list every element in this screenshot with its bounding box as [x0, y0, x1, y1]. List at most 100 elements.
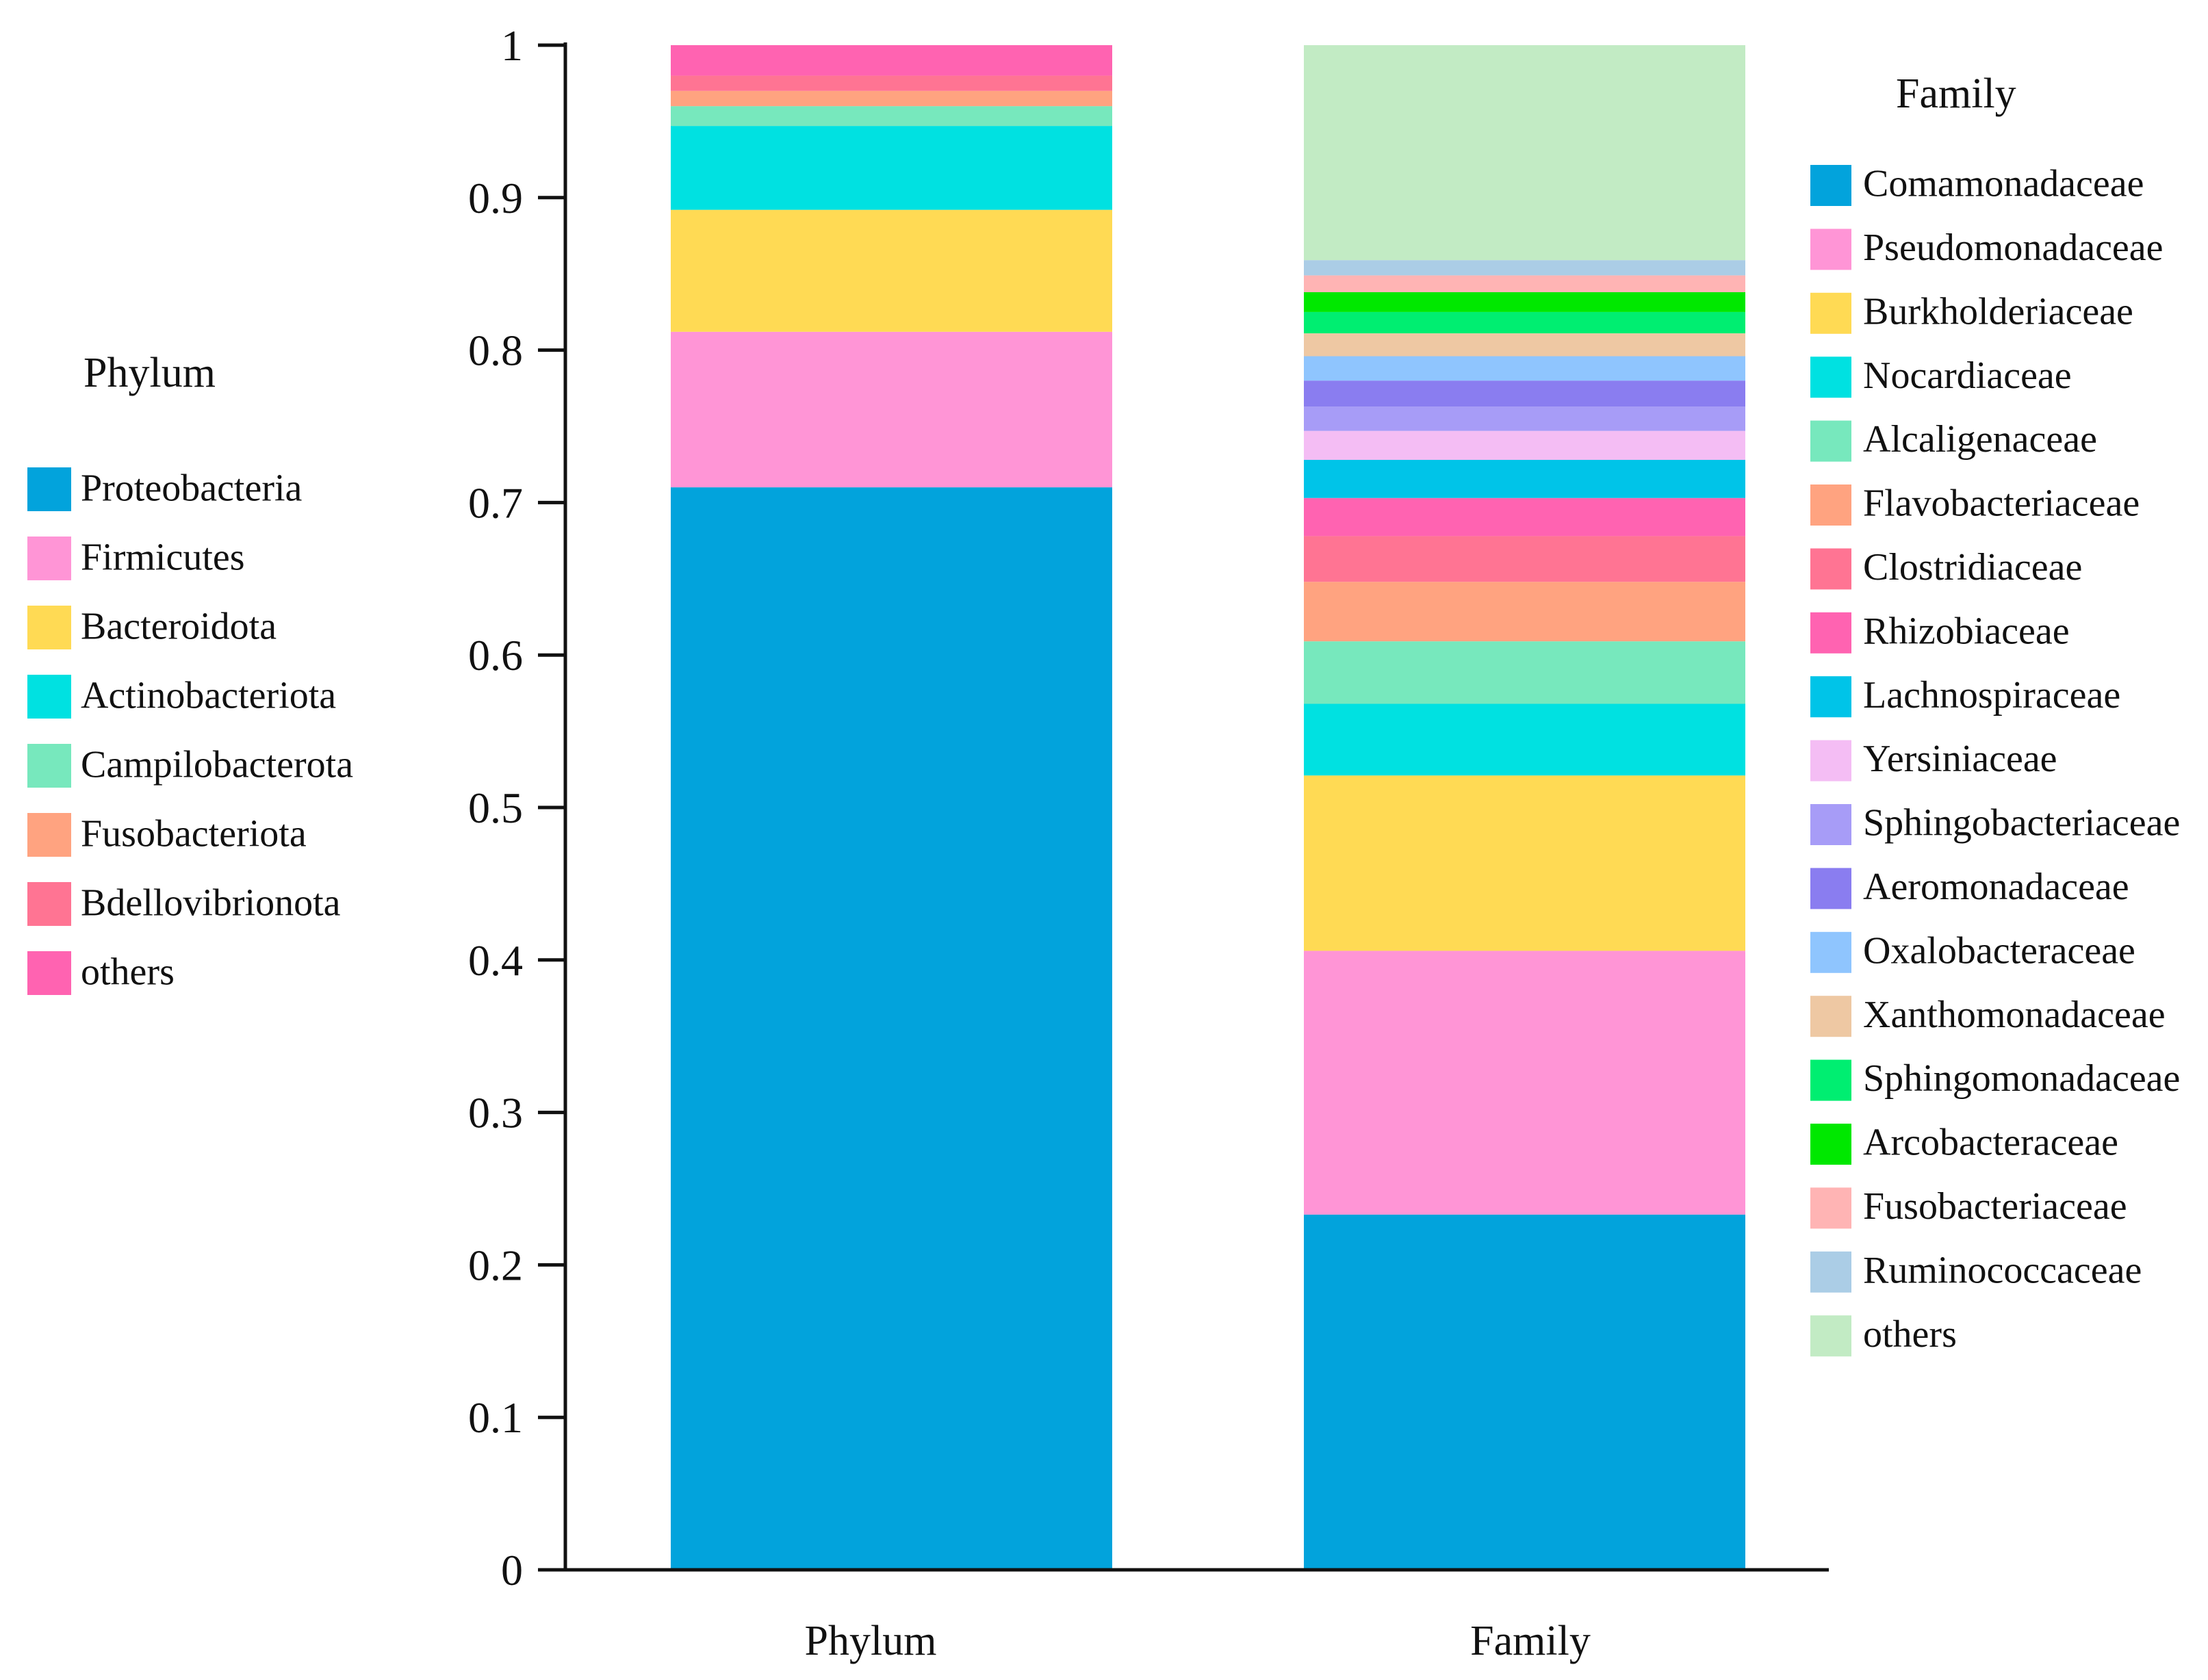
legend-swatch-campilobacterota	[27, 744, 71, 788]
legend-swatch-burkholderiaceae	[1810, 292, 1851, 334]
legend-swatch-pseudomonadaceae	[1810, 229, 1851, 270]
legend-swatch-oxalobacteraceae	[1810, 931, 1851, 973]
legend-swatch-alcaligenaceae	[1810, 420, 1851, 462]
legend-swatch-yersiniaceae	[1810, 740, 1851, 781]
bar-segment-family-arcobacteraceae	[1304, 292, 1745, 312]
legend-swatch-sphingomonadaceae	[1810, 1059, 1851, 1101]
legend-swatch-others	[27, 951, 71, 995]
bar-segment-family-xanthomonadaceae	[1304, 333, 1745, 357]
legend-swatch-sphingobacteriaceae	[1810, 804, 1851, 845]
y-tick-label: 0.8	[468, 326, 523, 375]
bar-segment-phylum-actinobacteriota	[671, 126, 1112, 210]
bar-segment-family-sphingomonadaceae	[1304, 311, 1745, 334]
bar-segment-family-pseudomonadaceae	[1304, 951, 1745, 1215]
y-tick-label: 0.7	[468, 478, 523, 527]
bar-segment-family-ruminococcaceae	[1304, 260, 1745, 276]
legend-title-phylum: Phylum	[84, 350, 216, 396]
legend-swatch-arcobacteraceae	[1810, 1124, 1851, 1165]
legend-swatch-lachnospiraceae	[1810, 676, 1851, 718]
legend-swatch-firmicutes	[27, 537, 71, 580]
bar-segment-family-fusobacteriaceae	[1304, 275, 1745, 292]
legend-label-comamonadaceae: Comamonadaceae	[1863, 163, 2144, 205]
legend-label-actinobacteriota: Actinobacteriota	[81, 675, 336, 717]
bar-segment-phylum-bdellovibrionota	[671, 75, 1112, 91]
y-tick-label: 1	[501, 21, 523, 70]
legend-swatch-bdellovibrionota	[27, 882, 71, 926]
legend-label-aeromonadaceae: Aeromonadaceae	[1863, 866, 2129, 908]
legend-phylum: Phylum Proteobacteria Firmicutes Bacteroido…	[27, 350, 353, 995]
legend-label-pseudomonadaceae: Pseudomonadaceae	[1863, 227, 2163, 269]
y-tick-label: 0.1	[468, 1393, 523, 1442]
y-tick-label: 0.3	[468, 1089, 523, 1137]
legend-label-bacteroidota: Bacteroidota	[81, 606, 277, 648]
bar-segment-family-sphingobacteriaceae	[1304, 406, 1745, 431]
legend-swatch-actinobacteriota	[27, 675, 71, 719]
y-tick-label: 0.6	[468, 631, 523, 680]
legend-label-clostridiaceae: Clostridiaceae	[1863, 546, 2082, 589]
legend-label-burkholderiaceae: Burkholderiaceae	[1863, 290, 2133, 333]
bar-segment-phylum-bacteroidota	[671, 209, 1112, 332]
legend-label-yersiniaceae: Yersiniaceae	[1863, 738, 2057, 780]
legend-label-lachnospiraceae: Lachnospiraceae	[1863, 674, 2120, 716]
x-category-label-family: Family	[1470, 1618, 1591, 1664]
y-axis-ticks: 0 0.1 0.2 0.3 0.4 0.5 0.6 0.7 0.8 0.9 1	[468, 21, 565, 1594]
legend-swatch-flavobacteriaceae	[1810, 484, 1851, 526]
legend-label-fusobacteriota: Fusobacteriota	[81, 813, 307, 855]
legend-label-firmicutes: Firmicutes	[81, 537, 245, 579]
legend-swatch-fusobacteriota	[27, 813, 71, 857]
legend-swatch-fusobacteriaceae	[1810, 1187, 1851, 1229]
legend-swatch-proteobacteria	[27, 467, 71, 511]
legend-label-campilobacterota: Campilobacterota	[81, 744, 353, 786]
x-category-label-phylum: Phylum	[805, 1618, 937, 1664]
bar-segment-phylum-campilobacterota	[671, 106, 1112, 127]
legend-swatch-ruminococcaceae	[1810, 1251, 1851, 1293]
bar-segment-family-aeromonadaceae	[1304, 380, 1745, 407]
legend-label-others: others	[1863, 1313, 1957, 1356]
legend-label-bdellovibrionota: Bdellovibrionota	[81, 882, 341, 925]
bars-layer	[671, 45, 1745, 1570]
bar-segment-phylum-firmicutes	[671, 331, 1112, 488]
bar-segment-family-burkholderiaceae	[1304, 775, 1745, 951]
legend-label-others: others	[81, 951, 175, 994]
y-tick-label: 0.5	[468, 784, 523, 832]
bar-segment-family-comamonadaceae	[1304, 1214, 1745, 1570]
bar-segment-phylum-proteobacteria	[671, 487, 1112, 1570]
y-tick-label: 0.4	[468, 936, 523, 985]
legend-swatch-clostridiaceae	[1810, 548, 1851, 590]
bar-segment-family-rhizobiaceae	[1304, 497, 1745, 537]
legend-swatch-others	[1810, 1315, 1851, 1357]
bar-segment-family-alcaligenaceae	[1304, 641, 1745, 704]
legend-label-sphingobacteriaceae: Sphingobacteriaceae	[1863, 802, 2180, 844]
legend-label-ruminococcaceae: Ruminococcaceae	[1863, 1249, 2142, 1291]
bar-segment-family-oxalobacteraceae	[1304, 356, 1745, 381]
legend-label-nocardiaceae: Nocardiaceae	[1863, 354, 2072, 397]
bar-segment-phylum-fusobacteriota	[671, 90, 1112, 107]
legend-label-fusobacteriaceae: Fusobacteriaceae	[1863, 1185, 2127, 1228]
bar-segment-family-nocardiaceae	[1304, 703, 1745, 776]
legend-swatch-comamonadaceae	[1810, 165, 1851, 206]
legend-label-alcaligenaceae: Alcaligenaceae	[1863, 418, 2097, 461]
legend-swatch-bacteroidota	[27, 606, 71, 649]
legend-label-flavobacteriaceae: Flavobacteriaceae	[1863, 482, 2140, 525]
legend-swatch-rhizobiaceae	[1810, 612, 1851, 654]
bar-segment-phylum-others	[671, 45, 1112, 76]
bar-segment-family-clostridiaceae	[1304, 536, 1745, 582]
legend-swatch-aeromonadaceae	[1810, 868, 1851, 909]
x-axis-category-labels: Phylum Family	[805, 1618, 1591, 1664]
y-tick-label: 0.2	[468, 1241, 523, 1289]
legend-family: Family Comamonadaceae Pseudomonadaceae Burk…	[1810, 70, 2180, 1357]
legend-swatch-xanthomonadaceae	[1810, 996, 1851, 1037]
legend-label-rhizobiaceae: Rhizobiaceae	[1863, 610, 2070, 652]
bar-segment-family-lachnospiraceae	[1304, 460, 1745, 498]
legend-swatch-nocardiaceae	[1810, 357, 1851, 398]
legend-label-xanthomonadaceae: Xanthomonadaceae	[1863, 994, 2166, 1036]
legend-label-proteobacteria: Proteobacteria	[81, 467, 303, 510]
legend-label-arcobacteraceae: Arcobacteraceae	[1863, 1122, 2118, 1164]
bar-segment-family-flavobacteriaceae	[1304, 582, 1745, 642]
y-tick-label: 0	[501, 1546, 523, 1594]
legend-label-sphingomonadaceae: Sphingomonadaceae	[1863, 1057, 2180, 1100]
bar-segment-family-others	[1304, 45, 1745, 261]
y-tick-label: 0.9	[468, 174, 523, 222]
legend-label-oxalobacteraceae: Oxalobacteraceae	[1863, 929, 2135, 972]
